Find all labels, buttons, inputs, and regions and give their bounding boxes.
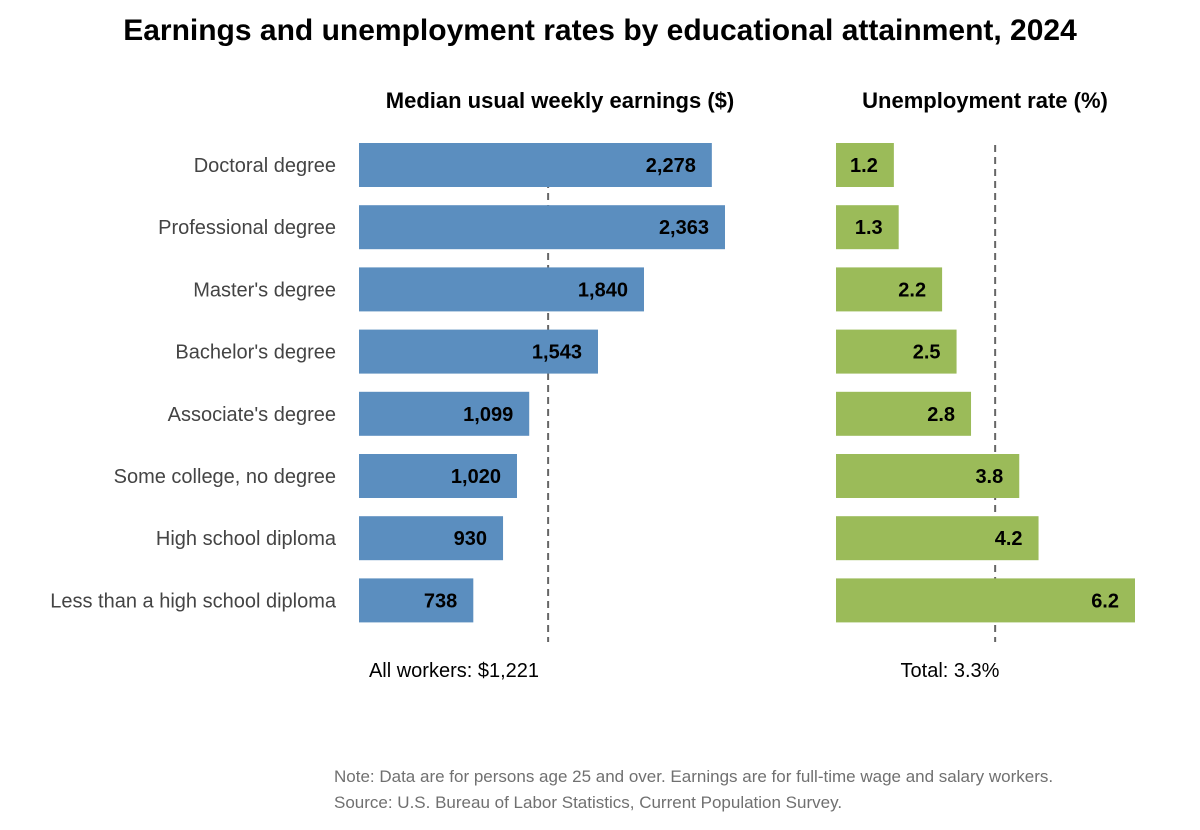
unemployment-value-label: 2.2 bbox=[898, 279, 926, 301]
category-label: High school diploma bbox=[156, 528, 337, 550]
earnings-value-label: 1,099 bbox=[463, 404, 513, 426]
category-label: Some college, no degree bbox=[114, 466, 336, 488]
category-label: Master's degree bbox=[193, 279, 336, 301]
unemployment-value-label: 6.2 bbox=[1091, 590, 1119, 612]
earnings-panel-title: Median usual weekly earnings ($) bbox=[385, 88, 735, 113]
category-label: Doctoral degree bbox=[194, 155, 336, 177]
earnings-value-label: 738 bbox=[424, 590, 457, 612]
earnings-value-label: 930 bbox=[454, 528, 487, 550]
earnings-bar bbox=[359, 516, 504, 561]
unemployment-bar bbox=[836, 391, 972, 436]
unemployment-value-label: 3.8 bbox=[975, 466, 1003, 488]
unemployment-reference-label: Total: 3.3% bbox=[901, 660, 1000, 682]
unemployment-bar bbox=[836, 267, 943, 312]
unemployment-value-label: 1.2 bbox=[850, 155, 878, 177]
note-line: Note: Data are for persons age 25 and ov… bbox=[334, 767, 1054, 786]
earnings-value-label: 2,278 bbox=[646, 155, 696, 177]
earnings-bar bbox=[359, 578, 474, 623]
earnings-bar bbox=[359, 391, 530, 436]
earnings-bar bbox=[359, 143, 712, 187]
unemployment-bar bbox=[836, 516, 1039, 561]
unemployment-bar bbox=[836, 143, 894, 187]
earnings-bar bbox=[359, 454, 517, 498]
unemployment-bar bbox=[836, 329, 957, 374]
earnings-value-label: 2,363 bbox=[659, 217, 709, 239]
chart-canvas: 2,278 Doctoral degree 2,363 Professional de… bbox=[50, 143, 1135, 682]
category-label: Bachelor's degree bbox=[175, 342, 336, 364]
unemployment-bar bbox=[836, 454, 1020, 498]
unemployment-value-label: 2.5 bbox=[913, 342, 941, 364]
category-label: Less than a high school diploma bbox=[50, 590, 337, 612]
chart-note: Note: Data are for persons age 25 and ov… bbox=[334, 764, 1053, 816]
earnings-value-label: 1,020 bbox=[451, 466, 501, 488]
unemployment-bar bbox=[836, 205, 899, 250]
earnings-reference-label: All workers: $1,221 bbox=[369, 660, 539, 682]
unemployment-value-label: 4.2 bbox=[995, 528, 1023, 550]
unemployment-panel-title: Unemployment rate (%) bbox=[862, 88, 1108, 113]
earnings-value-label: 1,840 bbox=[578, 279, 628, 301]
earnings-bar bbox=[359, 267, 644, 312]
chart-title: Earnings and unemployment rates by educa… bbox=[123, 14, 1077, 47]
earnings-value-label: 1,543 bbox=[532, 342, 582, 364]
unemployment-value-label: 2.8 bbox=[927, 404, 955, 426]
unemployment-value-label: 1.3 bbox=[855, 217, 883, 239]
unemployment-bar bbox=[836, 578, 1135, 623]
earnings-bar bbox=[359, 205, 725, 250]
category-label: Professional degree bbox=[158, 217, 336, 239]
category-label: Associate's degree bbox=[168, 404, 336, 426]
earnings-bar bbox=[359, 329, 598, 374]
source-line: Source: U.S. Bureau of Labor Statistics,… bbox=[334, 793, 843, 812]
